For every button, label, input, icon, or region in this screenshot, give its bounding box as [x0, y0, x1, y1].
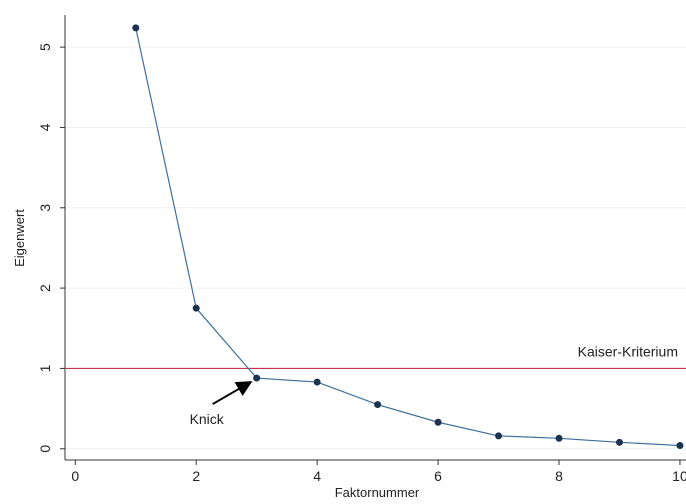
annotation-text: Knick: [190, 411, 225, 427]
data-point: [313, 378, 321, 386]
data-point: [555, 434, 563, 442]
y-tick-label: 0: [37, 445, 53, 453]
data-point: [253, 374, 261, 382]
y-tick-label: 1: [37, 364, 53, 372]
annotation-arrow: [212, 381, 253, 405]
y-tick-label: 4: [37, 123, 53, 131]
x-tick-label: 6: [434, 468, 442, 484]
x-tick-label: 0: [71, 468, 79, 484]
data-point: [495, 432, 503, 440]
x-tick-label: 8: [555, 468, 563, 484]
x-axis-label: Faktornummer: [335, 485, 420, 500]
y-tick-label: 5: [37, 43, 53, 51]
x-tick-label: 10: [672, 468, 686, 484]
series-line: [135, 27, 680, 447]
y-tick-label: 2: [37, 284, 53, 292]
x-tick-label: 4: [313, 468, 321, 484]
data-point: [374, 401, 382, 409]
data-point: [132, 24, 140, 32]
y-tick-label: 3: [37, 204, 53, 212]
reference-label: Kaiser-Kriterium: [578, 343, 678, 359]
y-axis-label: Eigenwert: [12, 209, 27, 267]
x-tick-label: 2: [192, 468, 200, 484]
data-point: [676, 442, 684, 450]
data-point: [434, 418, 442, 426]
data-point: [615, 438, 623, 446]
data-point: [192, 304, 200, 312]
